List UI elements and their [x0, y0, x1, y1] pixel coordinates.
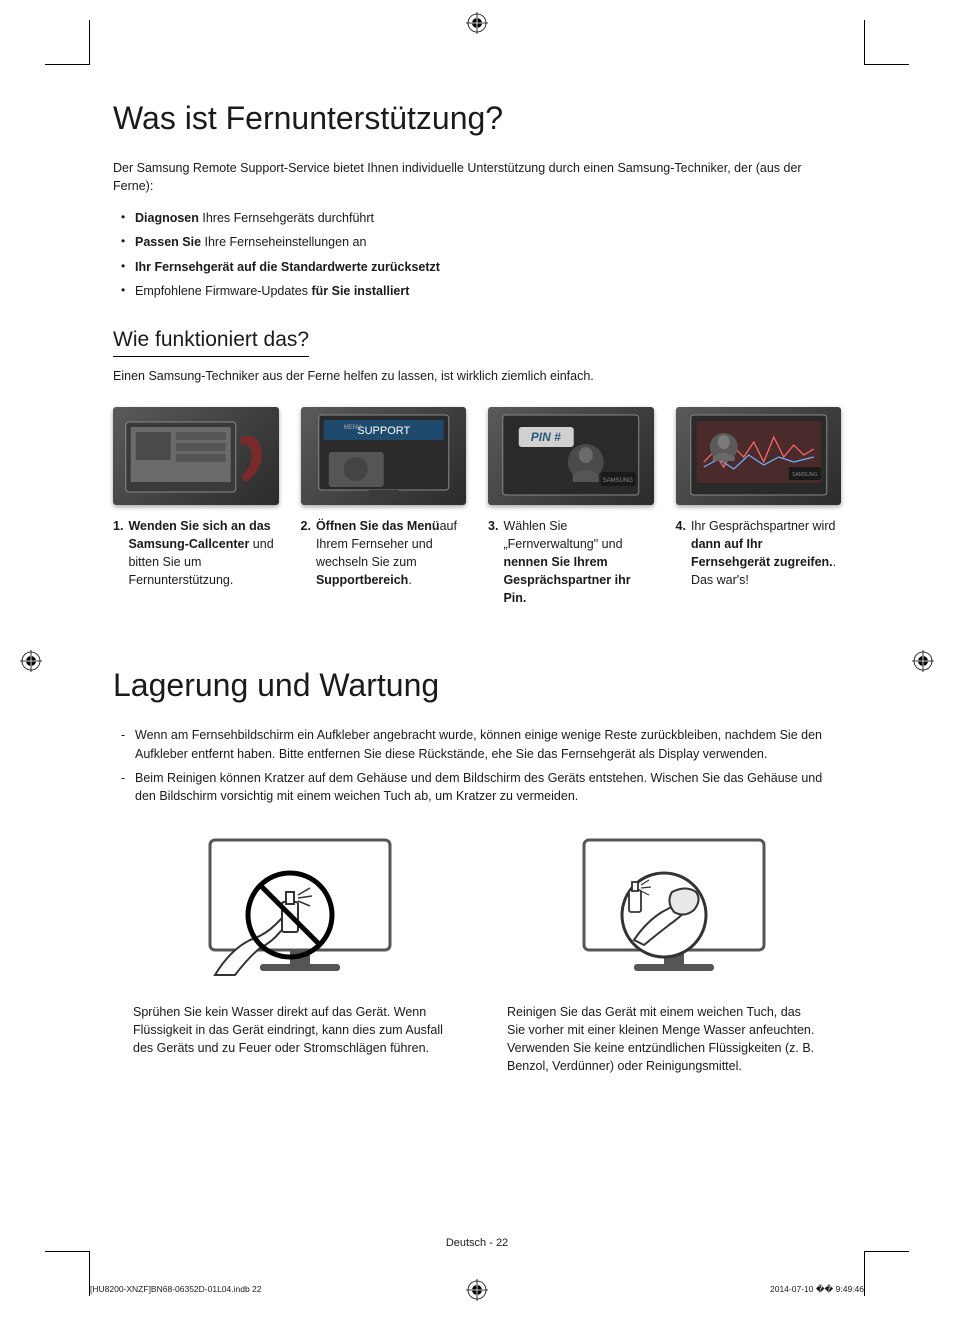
heading-storage-maintenance: Lagerung und Wartung — [113, 667, 841, 704]
step-2: SUPPORT MENU 2. Öffnen Sie das Menüauf I… — [301, 407, 467, 608]
care-col-2: Reinigen Sie das Gerät mit einem weichen… — [507, 830, 821, 1076]
footer-meta: [HU8200-XNZF]BN68-06352D-01L04.indb 22 2… — [90, 1284, 864, 1295]
care-text-2: Reinigen Sie das Gerät mit einem weichen… — [507, 1003, 821, 1076]
list-item: Ihr Fernsehgerät auf die Standardwerte z… — [113, 258, 841, 276]
svg-text:SAMSUNG: SAMSUNG — [603, 478, 634, 484]
step-2-text: 2. Öffnen Sie das Menüauf Ihrem Fernsehe… — [301, 517, 467, 590]
step-2-image: SUPPORT MENU — [301, 407, 467, 505]
care-row: Sprühen Sie kein Wasser direkt auf das G… — [113, 830, 841, 1076]
list-item: Diagnosen Ihres Fernsehgeräts durchführt — [113, 209, 841, 227]
step-4: SAMSUNG 4. Ihr Gesprächspartner wird dan… — [676, 407, 842, 608]
step-4-image: SAMSUNG — [676, 407, 842, 505]
list-item: Passen Sie Ihre Fernseheinstellungen an — [113, 233, 841, 251]
notes-list: Wenn am Fernsehbildschirm ein Aufkleber … — [113, 726, 841, 805]
step-1-image — [113, 407, 279, 505]
step-1-text: 1. Wenden Sie sich an das Samsung-Callce… — [113, 517, 279, 590]
registration-mark-icon — [20, 650, 42, 672]
list-item: Wenn am Fernsehbildschirm ein Aufkleber … — [113, 726, 841, 762]
care-image-cloth — [507, 830, 821, 985]
intro-text: Der Samsung Remote Support-Service biete… — [113, 159, 841, 195]
step-3-text: 3. Wählen Sie „Fernverwaltung" und nenne… — [488, 517, 654, 608]
step-3: PIN # SAMSUNG 3. Wählen Sie „Fernverwalt… — [488, 407, 654, 608]
list-item: Empfohlene Firmware-Updates für Sie inst… — [113, 282, 841, 300]
heading-remote-support: Was ist Fernunterstützung? — [113, 100, 841, 137]
step-4-text: 4. Ihr Gesprächspartner wird dann auf Ih… — [676, 517, 842, 590]
heading-how-it-works: Wie funktioniert das? — [113, 328, 309, 357]
svg-text:MENU: MENU — [343, 425, 361, 431]
list-item: Beim Reinigen können Kratzer auf dem Geh… — [113, 769, 841, 805]
page-number: Deutsch - 22 — [0, 1237, 954, 1249]
feature-list: Diagnosen Ihres Fernsehgeräts durchführt… — [113, 209, 841, 300]
crop-mark — [45, 20, 90, 65]
step-1: 1. Wenden Sie sich an das Samsung-Callce… — [113, 407, 279, 608]
care-text-1: Sprühen Sie kein Wasser direkt auf das G… — [133, 1003, 447, 1057]
crop-mark — [45, 1251, 90, 1296]
care-image-no-spray — [133, 830, 447, 985]
svg-text:SUPPORT: SUPPORT — [357, 425, 410, 437]
meta-timestamp: 2014-07-10 �� 9:49:46 — [770, 1284, 864, 1295]
crop-mark — [864, 1251, 909, 1296]
sub-intro-text: Einen Samsung-Techniker aus der Ferne he… — [113, 369, 841, 383]
registration-mark-icon — [466, 12, 488, 34]
care-col-1: Sprühen Sie kein Wasser direkt auf das G… — [133, 830, 447, 1076]
steps-row: 1. Wenden Sie sich an das Samsung-Callce… — [113, 407, 841, 608]
svg-text:SAMSUNG: SAMSUNG — [792, 472, 817, 478]
registration-mark-icon — [912, 650, 934, 672]
svg-text:PIN #: PIN # — [531, 430, 561, 444]
meta-filename: [HU8200-XNZF]BN68-06352D-01L04.indb 22 — [90, 1284, 262, 1295]
page-content: Was ist Fernunterstützung? Der Samsung R… — [113, 100, 841, 1075]
crop-mark — [864, 20, 909, 65]
step-3-image: PIN # SAMSUNG — [488, 407, 654, 505]
